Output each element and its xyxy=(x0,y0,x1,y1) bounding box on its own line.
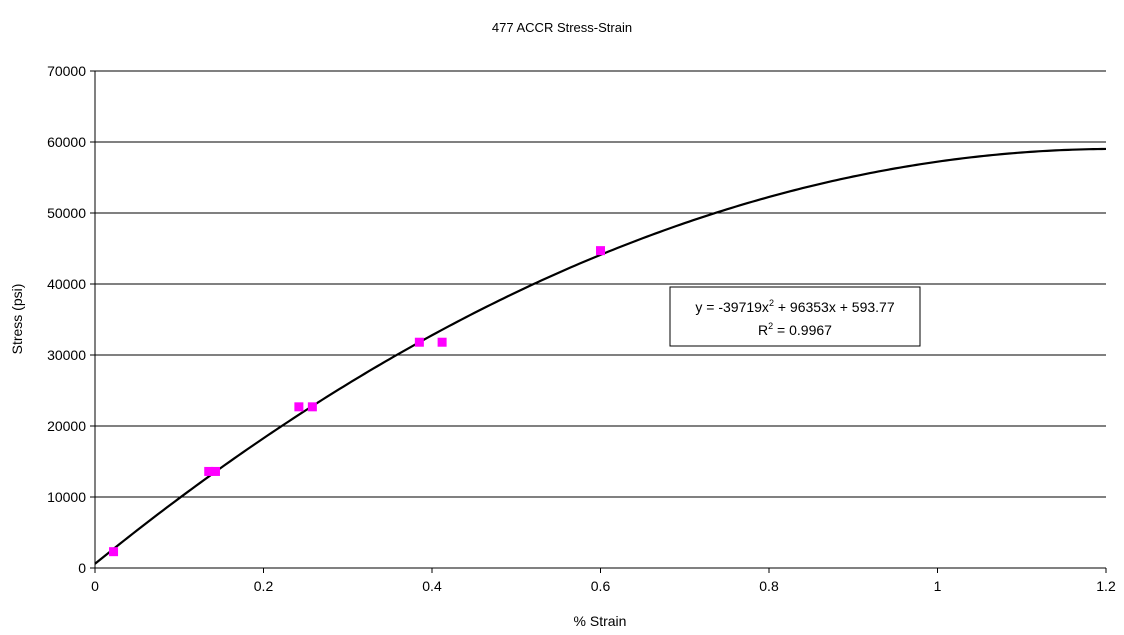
r2-exponent: 2 xyxy=(768,321,773,331)
trendline-curve xyxy=(94,147,1107,565)
equation-pre: y = -39719x xyxy=(695,299,769,315)
axes xyxy=(94,71,1106,569)
y-tick-label: 60000 xyxy=(47,134,86,150)
x-tick-label: 0.4 xyxy=(422,578,442,594)
y-tick-label: 70000 xyxy=(47,63,86,79)
x-tick-label: 0.2 xyxy=(254,578,274,594)
data-point xyxy=(596,246,605,256)
chart-title: 477 ACCR Stress-Strain xyxy=(492,20,632,35)
x-tick-label: 0.8 xyxy=(759,578,779,594)
x-tick-label: 1 xyxy=(934,578,942,594)
x-tick-label: 0 xyxy=(91,578,99,594)
trendline-r-squared: R2 = 0.9967 xyxy=(758,321,832,338)
equation-box-border xyxy=(669,286,921,347)
x-tick-label: 0.6 xyxy=(591,578,611,594)
y-axis-ticks: 0 10000 20000 30000 40000 50000 60000 70000 xyxy=(47,63,95,576)
data-points xyxy=(109,246,605,557)
data-point xyxy=(204,466,214,476)
trendline-equation-box: y = -39719x2 + 96353x + 593.77 R2 = 0.99… xyxy=(669,286,921,347)
data-point xyxy=(210,466,220,476)
equation-exponent: 2 xyxy=(769,298,774,308)
r2-pre: R xyxy=(758,322,768,338)
r2-post: = 0.9967 xyxy=(773,322,832,338)
y-tick-label: 50000 xyxy=(47,205,86,221)
data-point xyxy=(437,337,447,347)
data-point xyxy=(109,547,119,557)
gridlines xyxy=(95,70,1106,498)
trendline-equation: y = -39719x2 + 96353x + 593.77 xyxy=(695,298,894,315)
x-axis-ticks: 0 0.2 0.4 0.6 0.8 1 1.2 xyxy=(91,568,1116,594)
data-point xyxy=(307,402,317,412)
y-tick-label: 0 xyxy=(78,560,86,576)
y-tick-label: 40000 xyxy=(47,276,86,292)
y-tick-label: 10000 xyxy=(47,489,86,505)
x-tick-label: 1.2 xyxy=(1096,578,1116,594)
y-tick-label: 20000 xyxy=(47,418,86,434)
data-point xyxy=(294,402,304,412)
equation-post: + 96353x + 593.77 xyxy=(774,299,895,315)
x-axis-title: % Strain xyxy=(574,613,627,629)
data-point xyxy=(414,337,424,347)
y-axis-title: Stress (psi) xyxy=(9,284,25,355)
y-tick-label: 30000 xyxy=(47,347,86,363)
